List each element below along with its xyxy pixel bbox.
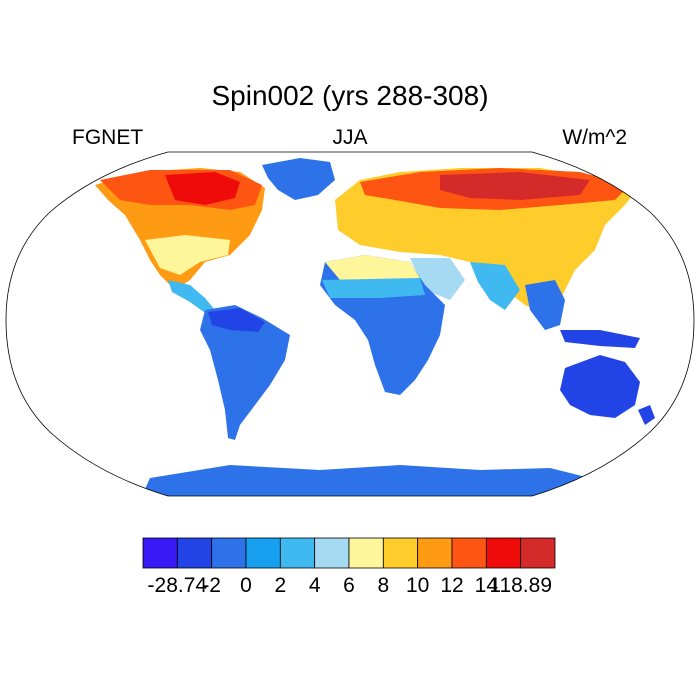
colorbar-swatch — [382, 537, 419, 569]
colorbar-swatch — [417, 537, 453, 569]
season-label: JJA — [332, 126, 368, 149]
units-label: W/m^2 — [562, 126, 627, 149]
colorbar-swatch — [314, 537, 350, 569]
south-america — [200, 305, 290, 440]
colorbar-swatch — [142, 537, 178, 569]
eurasia — [335, 168, 640, 315]
colorbar-tick-label: 118.89 — [489, 574, 552, 597]
colorbar-tick-label: 10 — [405, 574, 430, 597]
colorbar-tick-label: 14 — [474, 574, 499, 597]
siberia-red — [440, 172, 590, 200]
colorbar-tick-label: 6 — [343, 574, 355, 597]
southeast-asia — [525, 280, 565, 330]
south-asia — [470, 262, 520, 310]
colorbar-tick-label: 0 — [240, 574, 252, 597]
colorbar-tick-label: 12 — [440, 574, 464, 597]
colorbar-tick-label: 2 — [274, 574, 287, 597]
greenland — [262, 158, 335, 200]
new-zealand — [638, 405, 655, 425]
sahel-band — [322, 278, 425, 298]
colorbar-swatch — [348, 537, 384, 569]
model-label: FGNET — [72, 126, 144, 149]
south-america-north — [208, 308, 265, 332]
colorbar-swatch — [520, 537, 556, 569]
central-america — [168, 280, 215, 315]
north-america-canada-red — [165, 172, 240, 205]
north-america-usa-yellow — [145, 235, 230, 275]
australia — [560, 355, 640, 418]
colorbar-swatch — [245, 537, 281, 569]
colorbar-tick-label: 8 — [377, 574, 390, 597]
colorbar-swatch — [485, 537, 522, 569]
colorbar-tick-label: -2 — [202, 574, 221, 597]
colorbar-swatch — [176, 537, 213, 569]
colorbar-swatch — [451, 537, 487, 569]
colorbar-tick-label: 4 — [308, 574, 321, 597]
colorbar-swatch — [211, 537, 247, 569]
middle-east — [410, 258, 465, 300]
maritime-continent — [560, 330, 640, 348]
colorbar-tick-label: -28.74 — [147, 574, 208, 597]
sahara-band — [325, 255, 420, 282]
colorbar-swatch — [279, 537, 316, 569]
antarctica — [140, 465, 600, 496]
map-outline — [5, 151, 695, 497]
map-title: Spin002 (yrs 288-308) — [211, 80, 489, 111]
